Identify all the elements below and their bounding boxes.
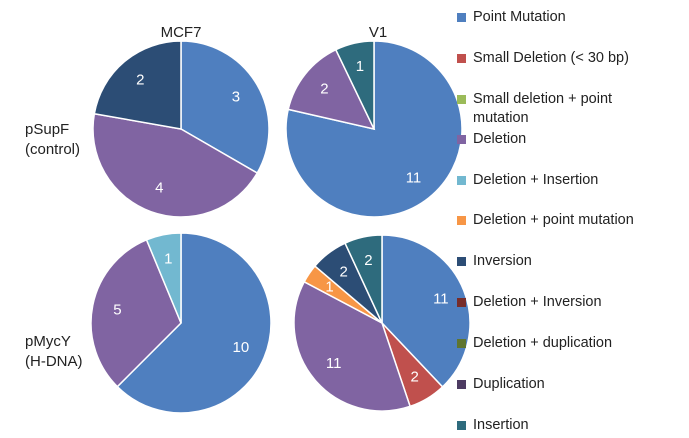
row-label: (H-DNA) (25, 353, 83, 370)
data-label: 11 (406, 170, 422, 187)
pie-slice (116, 232, 272, 414)
legend-swatch (457, 339, 466, 348)
legend-item: Small Deletion (< 30 bp) (455, 49, 663, 68)
column-label: V1 (369, 24, 387, 41)
data-label: 11 (433, 291, 449, 308)
legend-label: Deletion + point mutation (473, 212, 634, 228)
legend-swatch (457, 257, 466, 266)
pie-slice (90, 238, 182, 388)
legend-label: Deletion (473, 131, 527, 147)
legend-item: Deletion + point mutation (455, 211, 663, 230)
legend-swatch (457, 380, 466, 389)
legend-label: Point Mutation (473, 9, 566, 25)
pie-slice (92, 112, 259, 218)
data-label: 11 (326, 355, 342, 372)
data-label: 1 (356, 58, 364, 75)
legend-item: Small deletion + point mutation (455, 90, 663, 128)
legend-label: Inversion (473, 253, 532, 269)
pie-slice (334, 40, 375, 130)
pie-slice (381, 234, 471, 388)
data-label: 1 (325, 278, 333, 295)
legend-label: Small deletion + point mutation (473, 91, 613, 126)
legend-label: Deletion + Insertion (473, 172, 599, 188)
pie-slice (287, 48, 376, 131)
data-label: 2 (320, 80, 328, 97)
pie-slice (93, 40, 182, 130)
legend-label: Small Deletion (< 30 bp) (473, 50, 629, 66)
legend-swatch (457, 95, 466, 104)
legend-item: Duplication (455, 375, 663, 394)
data-label: 4 (155, 180, 163, 197)
pie-slice (145, 232, 182, 324)
legend-label: Deletion + Inversion (473, 294, 602, 310)
data-label: 2 (136, 71, 144, 88)
legend-swatch (457, 54, 466, 63)
legend-swatch (457, 216, 466, 225)
legend-label: Deletion + duplication (473, 335, 613, 351)
legend-swatch (457, 176, 466, 185)
data-label: 3 (232, 88, 240, 105)
data-label: 2 (364, 252, 372, 269)
data-label: 5 (113, 301, 121, 318)
data-label: 1 (164, 250, 172, 267)
legend-label: Insertion (473, 417, 529, 433)
legend-swatch (457, 135, 466, 144)
legend-label: Duplication (473, 376, 545, 392)
legend-item: Deletion + Inversion (455, 293, 663, 312)
legend-item: Inversion (455, 252, 663, 271)
legend-swatch (457, 298, 466, 307)
pie-slice (344, 234, 383, 324)
column-label: MCF7 (161, 24, 202, 41)
legend-swatch (457, 421, 466, 430)
legend-item: Deletion (455, 130, 663, 149)
legend-item: Insertion (455, 416, 663, 435)
data-label: 2 (339, 264, 347, 281)
legend-item: Point Mutation (455, 8, 663, 27)
legend-item: Deletion + Insertion (455, 171, 663, 190)
row-label: pMycY (25, 333, 71, 350)
legend-swatch (457, 13, 466, 22)
data-label: 2 (410, 368, 418, 385)
row-label: (control) (25, 141, 80, 158)
row-label: pSupF (25, 121, 69, 138)
legend-item: Deletion + duplication (455, 334, 663, 353)
data-label: 10 (233, 339, 250, 356)
pie-slice (293, 280, 412, 412)
pie-slice (180, 40, 270, 175)
